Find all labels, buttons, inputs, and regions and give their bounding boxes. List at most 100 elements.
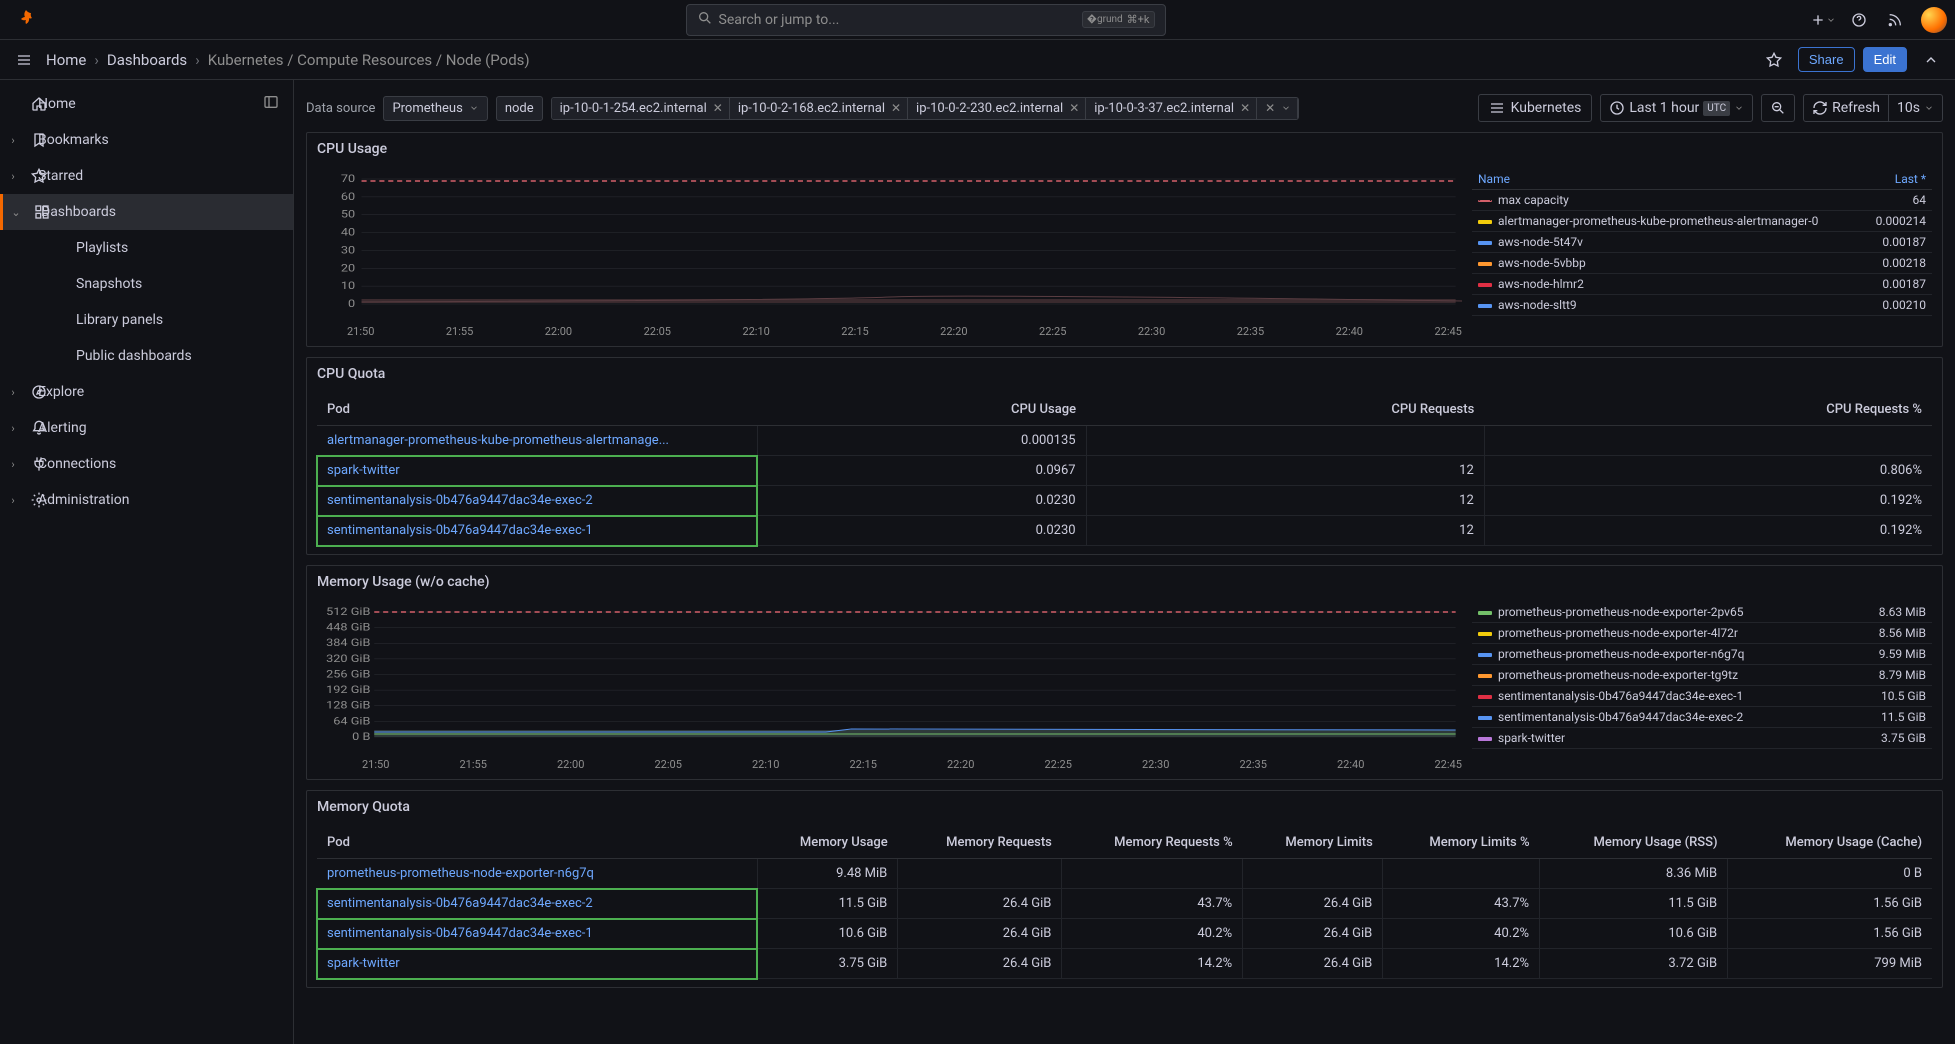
pod-link[interactable]: alertmanager-prometheus-kube-prometheus-… bbox=[317, 426, 757, 456]
sidebar-item-explore[interactable]: ›Explore bbox=[0, 374, 293, 410]
svg-text:60: 60 bbox=[341, 190, 355, 202]
edit-button[interactable]: Edit bbox=[1863, 47, 1907, 72]
chevron-right-icon: › bbox=[195, 51, 200, 69]
sidebar-item-library-panels[interactable]: Library panels bbox=[0, 302, 293, 338]
sidebar-item-label: Public dashboards bbox=[76, 348, 192, 364]
table-row[interactable]: spark-twitter3.75 GiB26.4 GiB14.2%26.4 G… bbox=[317, 949, 1932, 979]
legend-row[interactable]: alertmanager-prometheus-kube-prometheus-… bbox=[1472, 211, 1932, 232]
kubernetes-link[interactable]: Kubernetes bbox=[1478, 94, 1593, 122]
legend-row[interactable]: aws-node-sltt90.00210 bbox=[1472, 295, 1932, 316]
sidebar-item-playlists[interactable]: Playlists bbox=[0, 230, 293, 266]
collapse-button[interactable] bbox=[1915, 44, 1947, 76]
node-chip[interactable]: ip-10-0-2-230.ec2.internal✕ bbox=[908, 98, 1086, 119]
svg-text:128 GiB: 128 GiB bbox=[326, 699, 370, 711]
cpu-xaxis: 21:5021:5522:0022:0522:1022:1522:2022:25… bbox=[317, 323, 1462, 338]
table-row[interactable]: prometheus-prometheus-node-exporter-n6g7… bbox=[317, 859, 1932, 889]
panel-title: CPU Usage bbox=[307, 133, 1942, 165]
legend-row[interactable]: aws-node-5vbbp0.00218 bbox=[1472, 253, 1932, 274]
sidebar-item-home[interactable]: Home bbox=[0, 86, 293, 122]
legend-row[interactable]: spark-twitter3.75 GiB bbox=[1472, 728, 1932, 749]
panel-title: Memory Quota bbox=[307, 791, 1942, 823]
chevron-icon: › bbox=[6, 386, 20, 399]
dock-icon[interactable] bbox=[263, 94, 279, 114]
pod-link[interactable]: spark-twitter bbox=[317, 456, 757, 486]
node-chip[interactable]: ip-10-0-2-168.ec2.internal✕ bbox=[730, 98, 908, 119]
share-button[interactable]: Share bbox=[1798, 47, 1855, 72]
legend-row[interactable]: prometheus-prometheus-node-exporter-2pv6… bbox=[1472, 602, 1932, 623]
node-chip[interactable]: ip-10-0-1-254.ec2.internal✕ bbox=[552, 98, 730, 119]
legend-row[interactable]: prometheus-prometheus-node-exporter-tg9t… bbox=[1472, 665, 1932, 686]
sidebar-item-connections[interactable]: ›Connections bbox=[0, 446, 293, 482]
add-menu-button[interactable] bbox=[1807, 4, 1839, 36]
sidebar-item-snapshots[interactable]: Snapshots bbox=[0, 266, 293, 302]
refresh-picker[interactable]: Refresh 10s bbox=[1803, 94, 1943, 122]
chevron-icon: › bbox=[6, 134, 20, 147]
datasource-picker[interactable]: Prometheus bbox=[383, 96, 487, 121]
table-row[interactable]: sentimentanalysis-0b476a9447dac34e-exec-… bbox=[317, 486, 1932, 516]
legend-row[interactable]: prometheus-prometheus-node-exporter-4l72… bbox=[1472, 623, 1932, 644]
remove-icon[interactable]: ✕ bbox=[713, 101, 723, 115]
svg-text:10: 10 bbox=[341, 280, 355, 292]
global-search-input[interactable]: Search or jump to... �grund⌘+k bbox=[686, 4, 1166, 36]
memory-usage-legend: prometheus-prometheus-node-exporter-2pv6… bbox=[1472, 602, 1932, 771]
memory-quota-table[interactable]: PodMemory UsageMemory RequestsMemory Req… bbox=[317, 827, 1932, 979]
pod-link[interactable]: sentimentanalysis-0b476a9447dac34e-exec-… bbox=[317, 889, 757, 919]
help-icon[interactable] bbox=[1843, 4, 1875, 36]
rss-icon[interactable] bbox=[1879, 4, 1911, 36]
panel-memory-quota: Memory Quota PodMemory UsageMemory Reque… bbox=[306, 790, 1943, 988]
pod-link[interactable]: sentimentanalysis-0b476a9447dac34e-exec-… bbox=[317, 919, 757, 949]
table-row[interactable]: sentimentanalysis-0b476a9447dac34e-exec-… bbox=[317, 516, 1932, 546]
legend-row[interactable]: aws-node-hlmr20.00187 bbox=[1472, 274, 1932, 295]
node-chip[interactable]: ip-10-0-3-37.ec2.internal✕ bbox=[1086, 98, 1257, 119]
pod-link[interactable]: sentimentanalysis-0b476a9447dac34e-exec-… bbox=[317, 516, 757, 546]
svg-text:70: 70 bbox=[341, 172, 355, 184]
cpu-usage-chart[interactable]: 706050403020100 bbox=[317, 169, 1462, 319]
menu-toggle-button[interactable] bbox=[8, 44, 40, 76]
breadcrumb-home[interactable]: Home bbox=[46, 51, 86, 69]
panel-cpu-quota: CPU Quota PodCPU UsageCPU RequestsCPU Re… bbox=[306, 357, 1943, 555]
legend-row[interactable]: sentimentanalysis-0b476a9447dac34e-exec-… bbox=[1472, 686, 1932, 707]
clear-all-button[interactable]: ✕ bbox=[1257, 98, 1298, 119]
table-row[interactable]: sentimentanalysis-0b476a9447dac34e-exec-… bbox=[317, 889, 1932, 919]
legend-row[interactable]: prometheus-prometheus-node-exporter-n6g7… bbox=[1472, 644, 1932, 665]
sidebar-item-bookmarks[interactable]: ›Bookmarks bbox=[0, 122, 293, 158]
svg-text:0 B: 0 B bbox=[352, 730, 370, 742]
sidebar-item-administration[interactable]: ›Administration bbox=[0, 482, 293, 518]
star-dashboard-button[interactable] bbox=[1758, 44, 1790, 76]
panel-memory-usage: Memory Usage (w/o cache) 512 GiB448 GiB3… bbox=[306, 565, 1943, 780]
node-variable-values[interactable]: ip-10-0-1-254.ec2.internal✕ip-10-0-2-168… bbox=[551, 97, 1300, 120]
chevron-icon: › bbox=[6, 458, 20, 471]
legend-row[interactable]: max capacity64 bbox=[1472, 190, 1932, 211]
zoom-out-button[interactable] bbox=[1761, 94, 1795, 122]
top-bar: Search or jump to... �grund⌘+k bbox=[0, 0, 1955, 40]
memory-usage-chart[interactable]: 512 GiB448 GiB384 GiB320 GiB256 GiB192 G… bbox=[317, 602, 1462, 752]
table-row[interactable]: sentimentanalysis-0b476a9447dac34e-exec-… bbox=[317, 919, 1932, 949]
svg-text:512 GiB: 512 GiB bbox=[326, 605, 370, 617]
pod-link[interactable]: sentimentanalysis-0b476a9447dac34e-exec-… bbox=[317, 486, 757, 516]
remove-icon[interactable]: ✕ bbox=[1240, 101, 1250, 115]
search-shortcut: �grund⌘+k bbox=[1082, 11, 1155, 28]
remove-icon[interactable]: ✕ bbox=[891, 101, 901, 115]
sidebar-item-alerting[interactable]: ›Alerting bbox=[0, 410, 293, 446]
table-row[interactable]: spark-twitter0.0967120.806% bbox=[317, 456, 1932, 486]
chevron-icon: › bbox=[6, 422, 20, 435]
grafana-logo-icon[interactable] bbox=[14, 8, 38, 32]
panel-title: Memory Usage (w/o cache) bbox=[307, 566, 1942, 598]
bell-icon bbox=[24, 420, 54, 436]
breadcrumb-dashboards[interactable]: Dashboards bbox=[107, 51, 187, 69]
pod-link[interactable]: prometheus-prometheus-node-exporter-n6g7… bbox=[317, 859, 757, 889]
sidebar-item-starred[interactable]: ›Starred bbox=[0, 158, 293, 194]
cpu-quota-table[interactable]: PodCPU UsageCPU RequestsCPU Requests % a… bbox=[317, 394, 1932, 546]
pod-link[interactable]: spark-twitter bbox=[317, 949, 757, 979]
remove-icon[interactable]: ✕ bbox=[1069, 101, 1079, 115]
sidebar-item-public-dashboards[interactable]: Public dashboards bbox=[0, 338, 293, 374]
gear-icon bbox=[24, 492, 54, 508]
legend-row[interactable]: aws-node-5t47v0.00187 bbox=[1472, 232, 1932, 253]
svg-text:64 GiB: 64 GiB bbox=[333, 715, 370, 727]
legend-row[interactable]: sentimentanalysis-0b476a9447dac34e-exec-… bbox=[1472, 707, 1932, 728]
sidebar-item-dashboards[interactable]: ⌄Dashboards bbox=[0, 194, 293, 230]
time-range-picker[interactable]: Last 1 hour UTC bbox=[1600, 94, 1753, 122]
table-row[interactable]: alertmanager-prometheus-kube-prometheus-… bbox=[317, 426, 1932, 456]
home-icon bbox=[24, 96, 54, 112]
user-avatar[interactable] bbox=[1921, 7, 1947, 33]
